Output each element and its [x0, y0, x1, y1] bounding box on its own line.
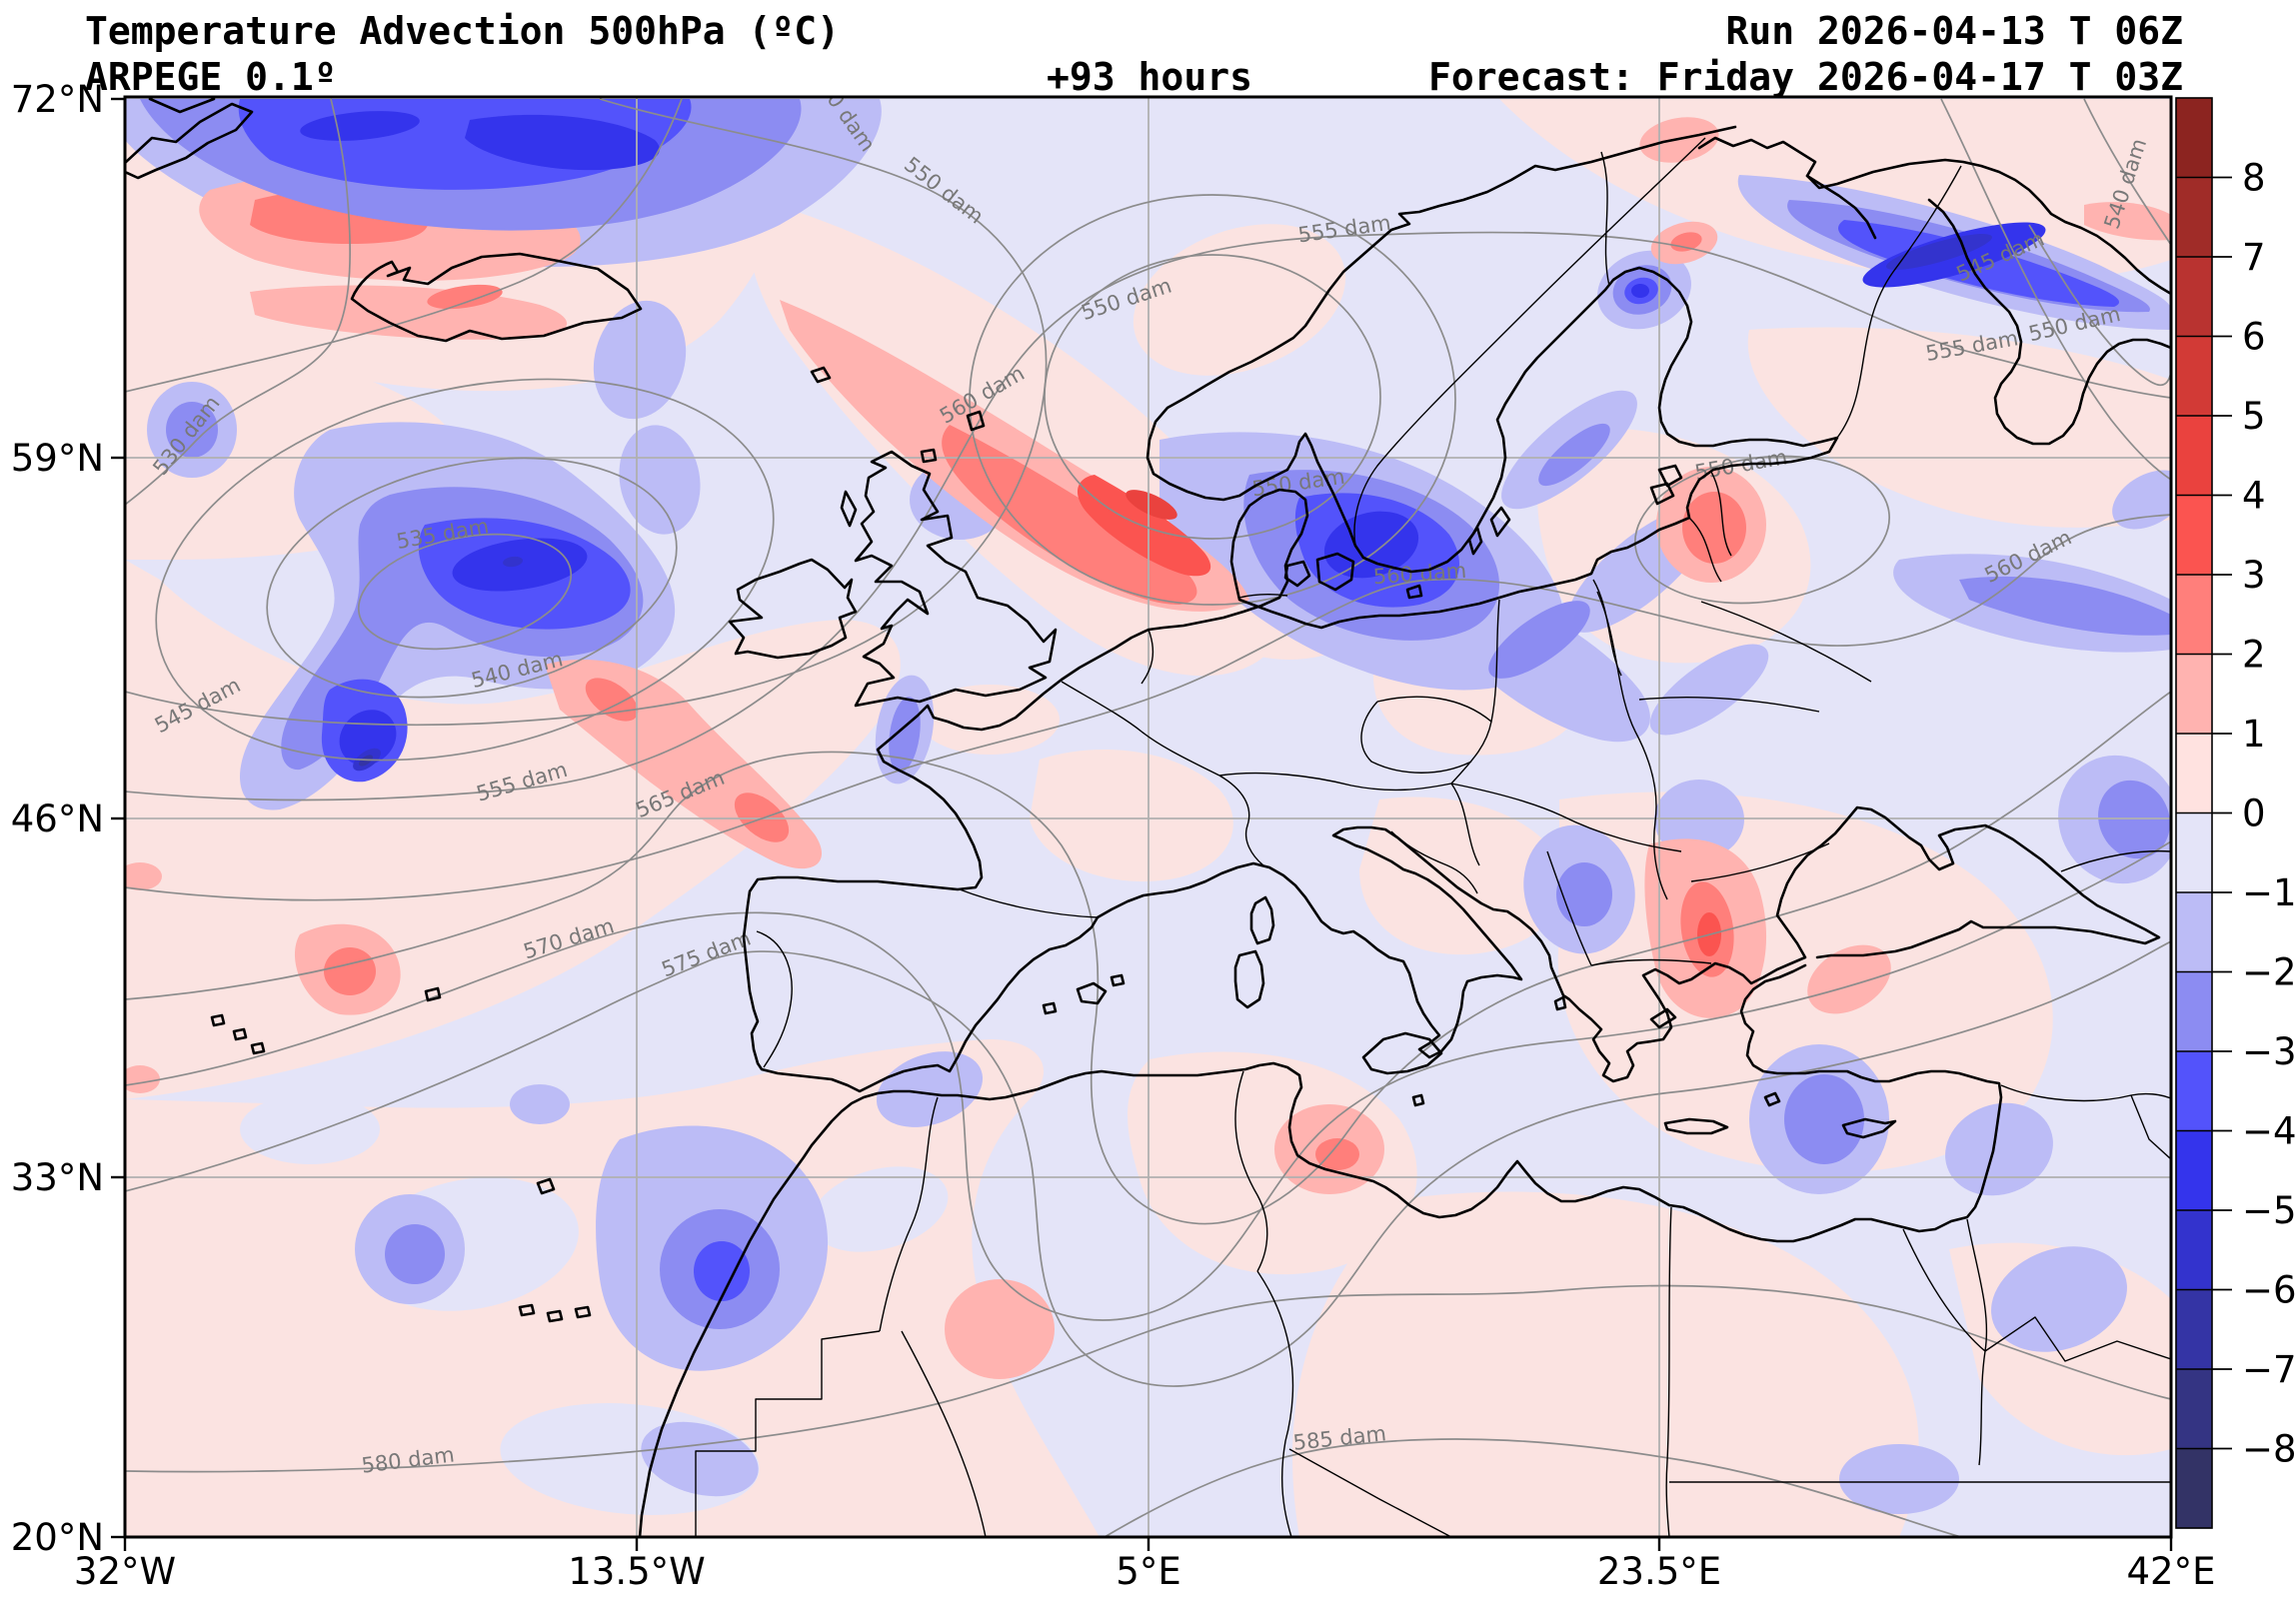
advection-strong-cold — [238, 99, 2119, 1301]
y-axis: 72°N 59°N 46°N 33°N 20°N — [11, 78, 125, 1559]
colorbar-tick-label: −4 — [2242, 1110, 2296, 1153]
y-tick-label: 33°N — [11, 1156, 104, 1199]
x-tick-label: 13.5°W — [568, 1550, 705, 1593]
colorbar-segment — [2176, 1369, 2212, 1450]
country-borders — [695, 137, 2171, 1537]
x-tick-label: 42°E — [2127, 1550, 2216, 1593]
colorbar-tick-label: 3 — [2242, 554, 2266, 597]
x-tick-label: 5°E — [1116, 1550, 1180, 1593]
colorbar-tick-label: 5 — [2242, 395, 2266, 438]
colorbar-segment — [2176, 654, 2212, 735]
colorbar-tick-label: 0 — [2242, 793, 2266, 835]
colorbar-segment — [2176, 177, 2212, 258]
colorbar-segment — [2176, 1448, 2212, 1529]
colorbar-tick-label: 8 — [2242, 157, 2266, 200]
colorbar-tick-label: 4 — [2242, 475, 2266, 518]
colorbar-segment — [2176, 416, 2212, 497]
colorbar-tick-label: −1 — [2242, 871, 2296, 914]
lead-time-label: +93 hours — [1047, 55, 1252, 99]
y-tick-label: 59°N — [11, 437, 104, 480]
forecast-label: Forecast: Friday 2026-04-17 T 03Z — [1428, 55, 2183, 99]
colorbar-segment — [2176, 1289, 2212, 1370]
colorbar-segment — [2176, 1051, 2212, 1132]
chart-title: Temperature Advection 500hPa (ºC) — [85, 9, 840, 53]
x-axis: 32°W 13.5°W 5°E 23.5°E 42°E — [74, 1537, 2216, 1593]
colorbar-tick-label: −7 — [2242, 1348, 2296, 1391]
colorbar-tick-label: 1 — [2242, 713, 2266, 756]
height-contours — [125, 98, 2171, 1537]
colorbar-segment — [2176, 734, 2212, 814]
colorbar-segment — [2176, 257, 2212, 338]
colorbar-tick-label: 2 — [2242, 634, 2266, 677]
colorbar-segment — [2176, 575, 2212, 656]
colorbar-segment — [2176, 98, 2212, 179]
colorbar-segment — [2176, 336, 2212, 417]
model-label: ARPEGE 0.1º — [85, 55, 337, 99]
run-label: Run 2026-04-13 T 06Z — [1725, 9, 2183, 53]
colorbar-tick-label: −5 — [2242, 1189, 2296, 1232]
y-tick-label: 20°N — [11, 1516, 104, 1559]
colorbar-tick-label: 6 — [2242, 316, 2266, 359]
x-tick-label: 23.5°E — [1597, 1550, 1721, 1593]
y-tick-label: 46°N — [11, 798, 104, 840]
colorbar-segment — [2176, 1130, 2212, 1211]
colorbar-tick-label: −2 — [2242, 951, 2296, 994]
colorbar-tick-label: 7 — [2242, 236, 2266, 279]
colorbar-tick-label: −8 — [2242, 1428, 2296, 1471]
colorbar-segment — [2176, 812, 2212, 893]
x-tick-label: 32°W — [74, 1550, 176, 1593]
colorbar: 8 7 6 5 4 3 2 1 0 −1 −2 −3 −4 −5 −6 −7 −8 — [2175, 97, 2296, 1529]
colorbar-segment — [2176, 971, 2212, 1052]
colorbar-segment — [2176, 495, 2212, 576]
y-tick-label: 72°N — [11, 78, 104, 121]
coastlines — [125, 97, 2171, 1537]
colorbar-tick-label: −3 — [2242, 1030, 2296, 1073]
colorbar-segment — [2176, 1210, 2212, 1291]
colorbar-tick-label: −6 — [2242, 1269, 2296, 1312]
colorbar-segment — [2176, 892, 2212, 973]
